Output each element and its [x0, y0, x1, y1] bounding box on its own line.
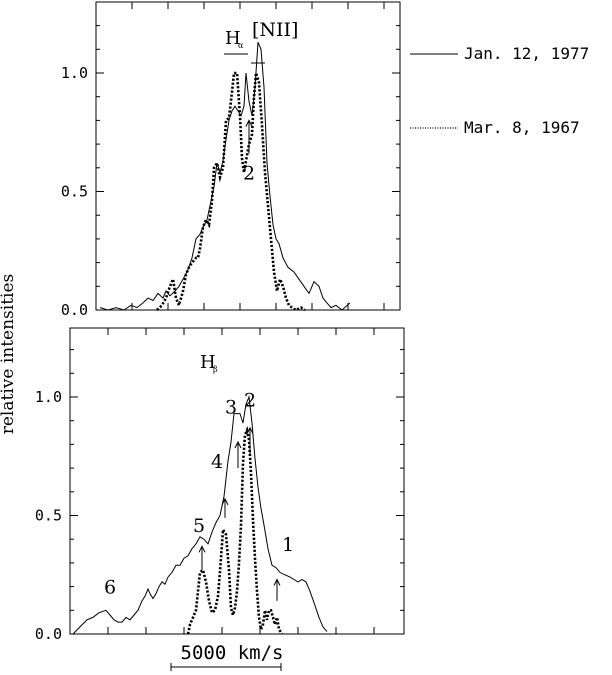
series-line-mar-1967	[186, 425, 284, 635]
component-label: 5	[193, 515, 205, 537]
hbeta-subscript: β	[213, 365, 218, 374]
series-line-jan-1977	[99, 42, 351, 311]
arrow-head	[246, 426, 254, 435]
component-label: 1	[282, 534, 294, 556]
legend-label: Mar. 8, 1967	[464, 118, 580, 137]
series-line-mar-1967	[156, 71, 306, 312]
legend-label: Jan. 12, 1977	[464, 44, 589, 63]
y-tick-label: 1.0	[61, 64, 88, 82]
plot-frame	[95, 1, 401, 311]
component-label: 3	[225, 397, 237, 419]
y-tick-label: 0.5	[35, 507, 62, 525]
y-axis-label: relative intensities	[0, 274, 18, 435]
arrow-head	[273, 578, 281, 586]
scale-bar-label: 5000 km/s	[181, 642, 284, 664]
y-tick-label: 0.5	[61, 183, 88, 201]
top-panel-halpha: 0.0 0.5 1.0 2 Hα [NII]	[61, 1, 401, 319]
arrow-head	[245, 119, 253, 127]
y-tick-label: 0.0	[61, 301, 88, 319]
y-tick-label: 1.0	[35, 388, 62, 406]
arrow-head	[198, 545, 206, 553]
hbeta-label: H	[200, 352, 216, 373]
component-label: 2	[244, 389, 256, 411]
plot-frame	[69, 327, 405, 635]
series-line-jan-1977	[72, 395, 328, 635]
arrow-head	[234, 440, 242, 449]
component-label: 4	[211, 451, 223, 473]
component-label: 2	[243, 163, 255, 185]
halpha-label: H	[225, 28, 241, 49]
component-label: 6	[104, 577, 116, 599]
legend: Jan. 12, 1977 Mar. 8, 1967	[410, 44, 589, 137]
y-tick-label: 0.0	[35, 625, 62, 643]
halpha-subscript: α	[238, 41, 244, 50]
arrow-head	[221, 497, 229, 506]
nii-label: [NII]	[252, 19, 298, 41]
